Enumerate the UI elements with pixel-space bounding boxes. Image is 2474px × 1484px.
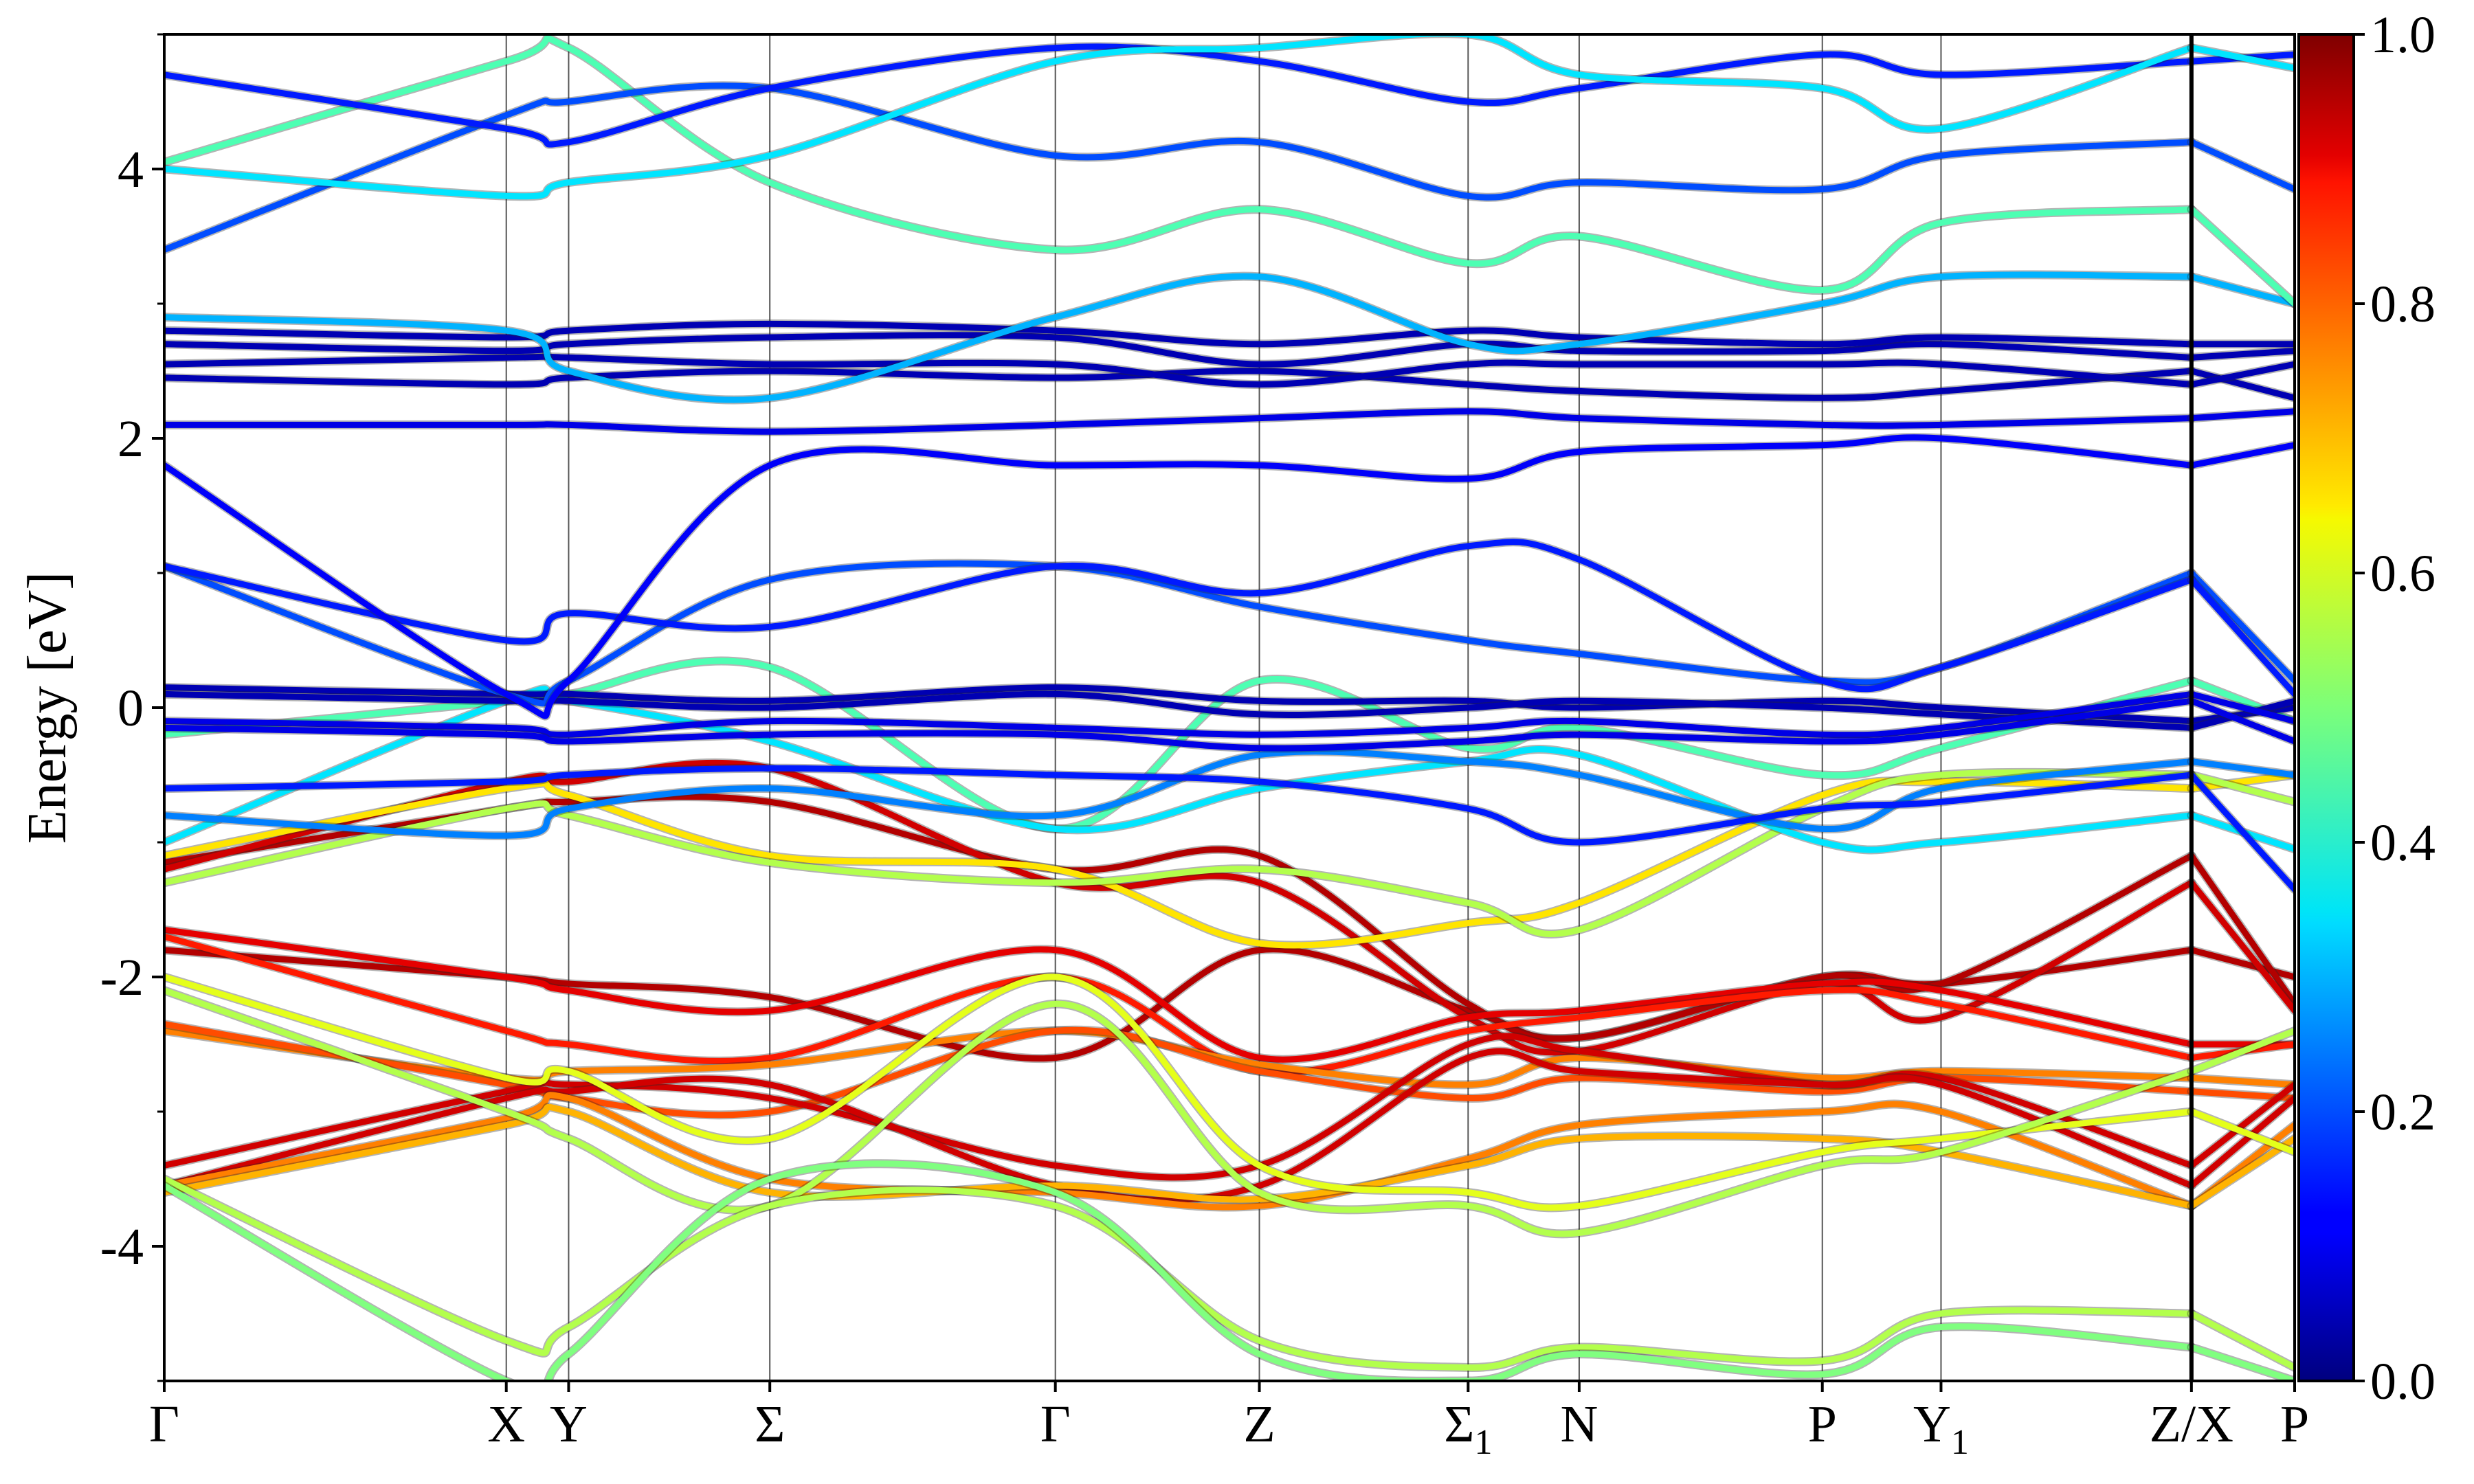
band-line — [164, 748, 2195, 839]
band-line — [164, 1103, 2195, 1209]
band-line — [2188, 690, 2295, 725]
x-tick-label: N — [1560, 1395, 1598, 1453]
band-line — [2188, 1088, 2295, 1101]
band-line — [164, 686, 2195, 853]
y-tick-label: 4 — [118, 141, 144, 199]
band-line — [164, 933, 2195, 1076]
band-line — [164, 974, 2195, 1211]
band-line — [2188, 576, 2295, 697]
band-line — [2188, 348, 2295, 361]
band-line — [164, 778, 2195, 949]
band-line — [164, 539, 2195, 693]
band-line — [164, 43, 2195, 148]
band-line — [2188, 45, 2295, 71]
colorbar-tick-label: 0.2 — [2370, 1083, 2436, 1141]
colorbar-tick-label: 0.6 — [2370, 545, 2436, 603]
band-line — [2188, 1094, 2295, 1189]
colorbar-tick-label: 0.0 — [2370, 1353, 2436, 1410]
band-line — [2188, 758, 2295, 778]
band-line — [164, 769, 2195, 938]
band-line — [164, 1092, 2195, 1211]
band-line — [2188, 1081, 2295, 1169]
band-line — [2188, 1310, 2295, 1371]
band-line — [2188, 1075, 2295, 1088]
band-line — [2188, 139, 2295, 192]
band-line — [2188, 368, 2295, 401]
band-line — [2188, 772, 2295, 893]
band-line — [2188, 697, 2295, 745]
colorbar-ticks: 0.0 0.2 0.4 0.6 0.8 1.0 — [2354, 6, 2436, 1410]
colorbar-tick-label: 0.4 — [2370, 814, 2436, 872]
y-tick-label: -2 — [100, 949, 144, 1007]
band-line — [164, 1160, 2195, 1381]
x-tick-label: Z — [1243, 1395, 1275, 1453]
band-line — [2188, 947, 2295, 980]
y-tick-label: 0 — [118, 679, 144, 737]
band-line — [164, 987, 2195, 1237]
band-line — [164, 560, 2195, 707]
colorbar-tick-label: 0.8 — [2370, 276, 2436, 333]
band-line — [2188, 853, 2295, 1007]
band-line — [164, 368, 2195, 401]
band-line — [2188, 879, 2295, 1014]
x-tick-label: Y — [550, 1395, 588, 1453]
band-line — [2188, 772, 2295, 805]
x-tick-label: Y1 — [1913, 1395, 1969, 1462]
band-line — [2188, 206, 2295, 307]
band-line — [164, 1176, 2195, 1371]
bands — [164, 34, 2295, 1381]
x-tick-label: Γ — [1040, 1395, 1071, 1453]
band-line — [2188, 1027, 2295, 1075]
band-line — [2188, 1344, 2295, 1381]
band-line — [2188, 408, 2295, 422]
band-line — [2188, 1108, 2295, 1156]
x-tick-label: P — [2280, 1395, 2309, 1453]
band-line — [164, 35, 2195, 293]
band-line — [2188, 442, 2295, 469]
y-ticks: -4 -2 0 2 4 — [100, 33, 164, 1382]
band-line — [2188, 570, 2295, 684]
band-line — [164, 271, 2195, 403]
x-tick-subscript: 1 — [1474, 1423, 1492, 1462]
y-axis-title: Energy [eV] — [17, 572, 78, 844]
x-tick-label: P — [1808, 1395, 1837, 1453]
band-line — [164, 434, 2195, 719]
y-tick-label: 2 — [118, 410, 144, 468]
band-line — [164, 926, 2195, 1063]
band-line — [2188, 361, 2295, 388]
band-line — [164, 690, 2195, 739]
band-line — [164, 34, 2195, 200]
x-ticks: Γ X Y Σ Γ Z Σ1 N P Y1 Z/X P — [149, 1381, 2309, 1462]
band-line — [164, 1048, 2195, 1204]
band-line — [164, 697, 2195, 752]
x-tick-label: Σ1 — [1444, 1395, 1492, 1462]
band-line — [164, 408, 2195, 435]
colorbar: 0.0 0.2 0.4 0.6 0.8 1.0 — [2297, 6, 2436, 1410]
band-line — [164, 765, 2195, 846]
y-tick-label: -4 — [100, 1218, 144, 1276]
x-tick-label: Z/X — [2150, 1395, 2233, 1453]
colorbar-tick-label: 1.0 — [2370, 6, 2436, 64]
x-tick-label: Γ — [149, 1395, 179, 1453]
x-tick-subscript: 1 — [1951, 1423, 1969, 1462]
colorbar-gradient — [2297, 33, 2355, 1382]
band-line — [164, 82, 2195, 254]
band-line — [2188, 273, 2295, 307]
band-line — [2188, 697, 2295, 731]
band-line — [164, 320, 2195, 348]
x-tick-label: Σ — [755, 1395, 785, 1453]
x-tick-label: X — [487, 1395, 525, 1453]
band-line — [2188, 1135, 2295, 1209]
